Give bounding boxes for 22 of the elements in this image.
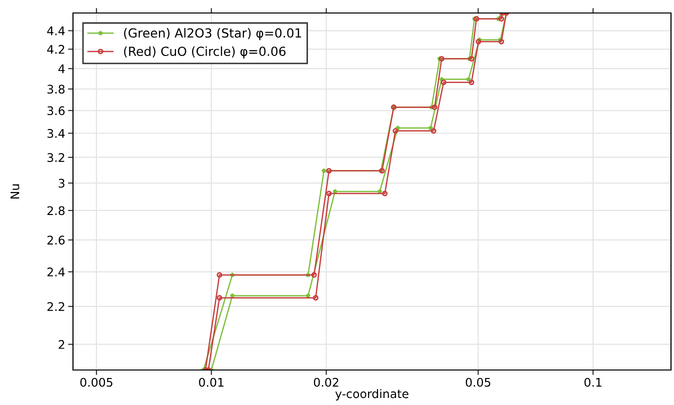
legend-label: (Red) CuO (Circle) φ=0.06 [124,46,286,58]
x-axis-title: y-coordinate [335,389,408,400]
y-tick-label: 3.6 [47,106,65,116]
x-tick-label: 0.02 [314,378,338,387]
y-tick-label: 2.4 [47,268,65,276]
y-tick-label: 2.2 [47,302,64,311]
y-tick-label: 3.4 [47,128,65,138]
y-tick-label: 3.8 [47,84,65,94]
y-tick-label: 2.6 [47,236,65,245]
x-tick-label: 0.005 [80,378,112,387]
x-tick-label: 0.01 [199,378,224,387]
y-tick-label: 3.2 [47,153,64,162]
x-tick-label: 0.1 [584,378,602,387]
x-tick-label: 0.05 [466,378,490,387]
y-tick-label: 2 [58,340,64,349]
legend-label: (Green) Al2O3 (Star) φ=0.01 [124,28,302,40]
y-axis-title: Nu [10,184,20,198]
y-tick-label: 3 [58,178,64,188]
y-tick-label: 4.2 [47,44,64,54]
y-tick-label: 4.4 [47,26,65,36]
y-tick-label: 4 [58,64,65,74]
y-tick-label: 2.8 [47,206,65,216]
